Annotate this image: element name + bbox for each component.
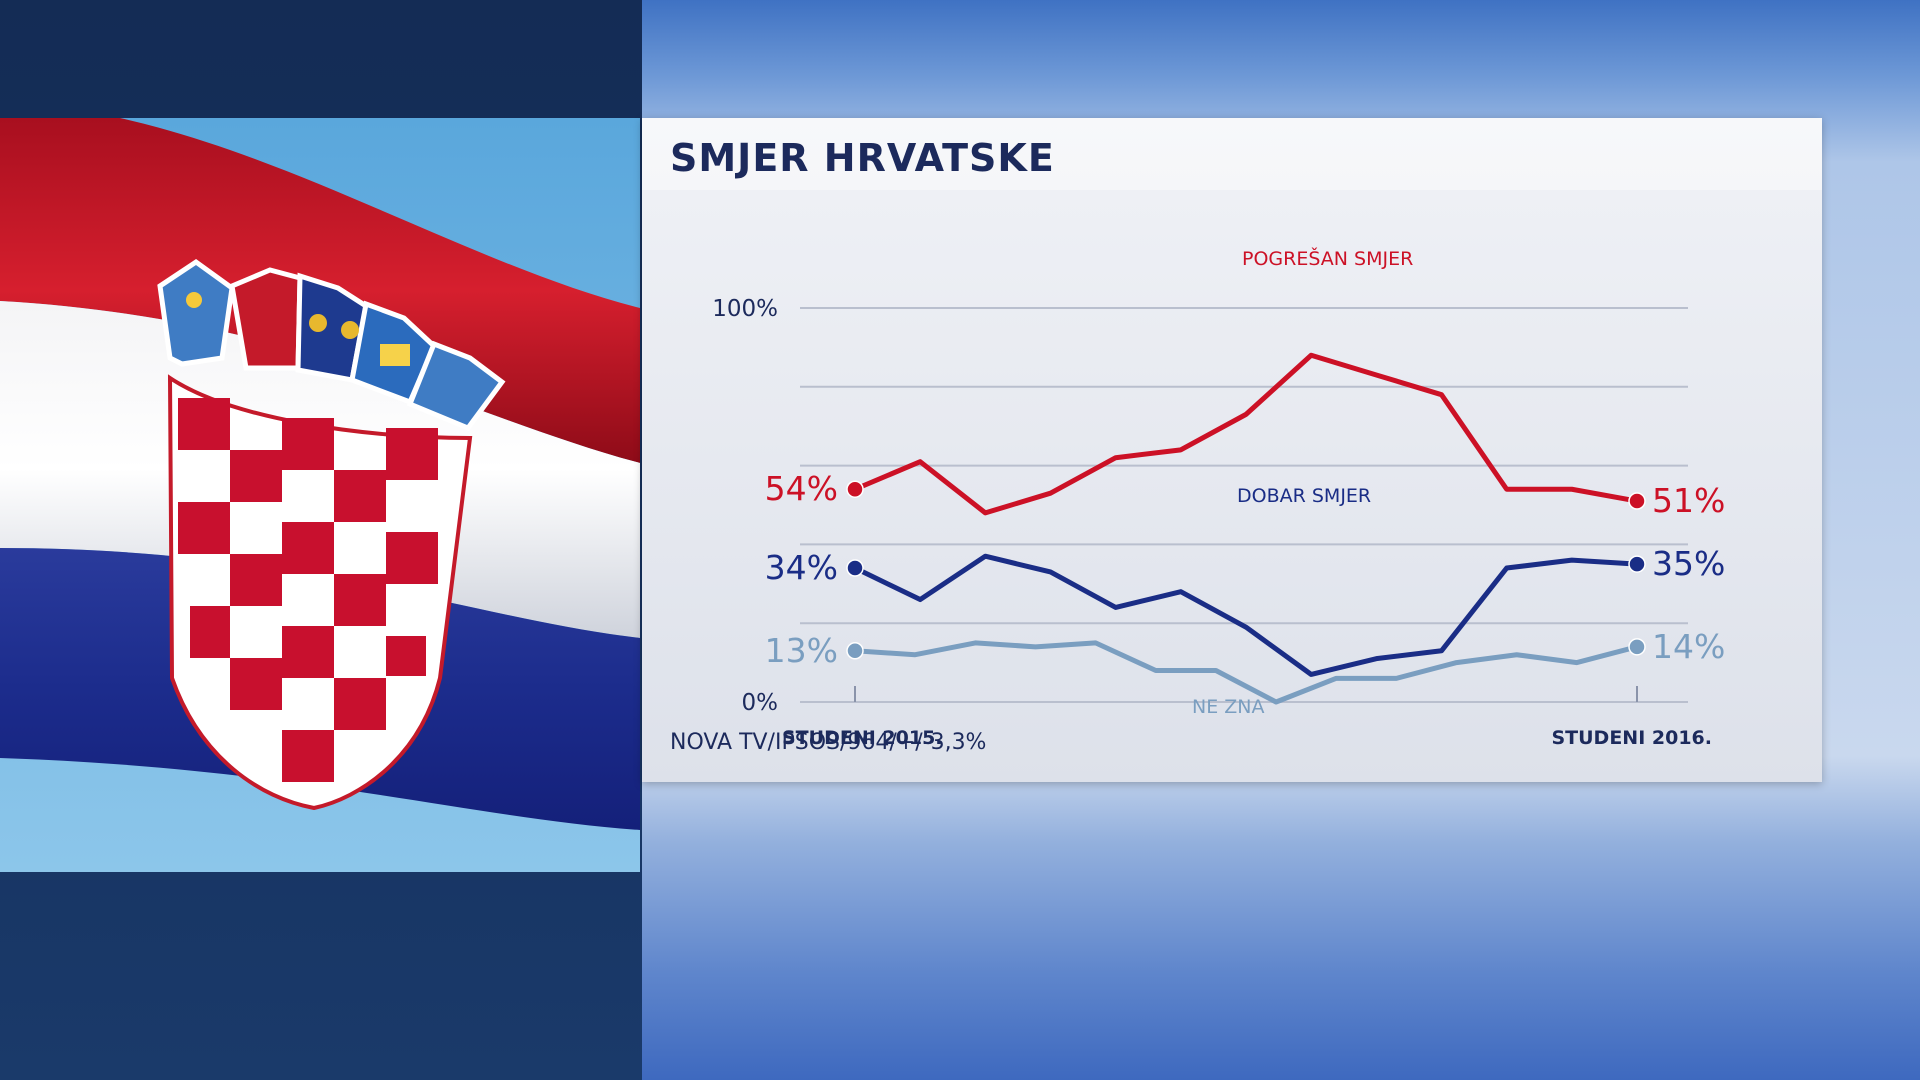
data-point-ne_zna xyxy=(846,642,864,660)
end-value-label: 51% xyxy=(1652,481,1725,520)
x-start-label: STUDENI 2015. xyxy=(782,727,943,749)
coat-of-arms-icon xyxy=(157,258,506,811)
start-value-label: 34% xyxy=(765,548,838,587)
end-value-label: 35% xyxy=(1652,544,1725,583)
start-value-label: 54% xyxy=(765,469,838,508)
chart-area: 100% 0% STUDENI 2015. STUDENI 2016. 54% 51% PO… xyxy=(642,190,1822,782)
chart-title: SMJER HRVATSKE xyxy=(670,136,1055,180)
series-line-ne_zna xyxy=(852,640,1640,705)
data-point-dobar xyxy=(846,559,864,577)
data-point-dobar xyxy=(1628,555,1646,573)
croatian-flag-image xyxy=(0,118,640,872)
end-value-label: 14% xyxy=(1652,627,1725,666)
series-name-ne_zna: NE ZNA xyxy=(1192,696,1264,718)
line-chart: 100% 0%STUDENI 2015. STUDENI 2016. 54% 51% PO… xyxy=(712,246,1725,749)
data-point-pogresan xyxy=(1628,492,1646,510)
series-line-pogresan xyxy=(852,352,1640,516)
series-name-dobar: DOBAR SMJER xyxy=(1237,485,1371,507)
x-end-label: STUDENI 2016. xyxy=(1551,727,1712,749)
data-point-pogresan xyxy=(846,480,864,498)
flag-graphic xyxy=(0,118,640,830)
y-tick-label: 0% xyxy=(742,690,779,716)
start-value-label: 13% xyxy=(765,631,838,670)
source-note: NOVA TV/IPSOS/964/+/-3,3% xyxy=(670,730,987,755)
series-line-dobar xyxy=(852,553,1640,677)
chart-card: SMJER HRVATSKE 100% 0% STUDENI 2015. STUDEN… xyxy=(642,118,1822,782)
data-point-ne_zna xyxy=(1628,638,1646,656)
y-tick-label: 100% xyxy=(712,296,778,322)
series-name-pogresan: POGREŠAN SMJER xyxy=(1242,246,1413,270)
